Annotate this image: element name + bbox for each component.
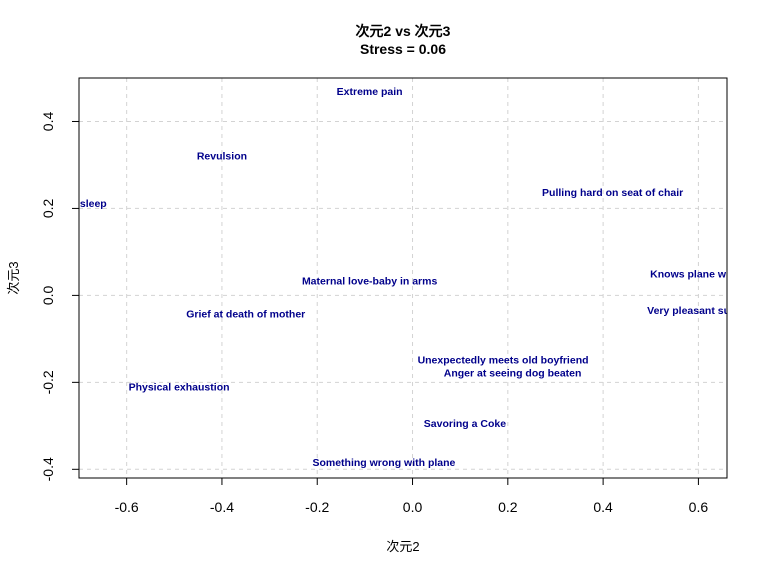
point-label: Savoring a Coke [424, 418, 506, 430]
x-tick-label: 0.6 [689, 499, 709, 515]
y-tick-label: -0.2 [40, 370, 56, 394]
x-tick-label: 0.4 [593, 499, 613, 515]
x-tick-label: -0.2 [305, 499, 329, 515]
y-tick-label: 0.0 [40, 285, 56, 305]
x-axis-label: 次元2 [386, 539, 419, 554]
grid [79, 78, 727, 478]
point-label: Physical exhaustion [129, 382, 230, 394]
point-label: Knows plane will crash [650, 269, 766, 281]
chart-title: 次元2 vs 次元3 [356, 23, 451, 39]
point-label: Light sleep [51, 198, 106, 210]
point-label: Extreme pain [337, 86, 403, 98]
x-axis: -0.6 -0.4 -0.2 0.0 0.2 0.4 0.6 [115, 477, 709, 515]
x-tick-label: 0.2 [498, 499, 518, 515]
point-label: Pulling hard on seat of chair [542, 187, 683, 199]
x-tick-label: 0.0 [403, 499, 423, 515]
point-label: Revulsion [197, 150, 247, 162]
point-labels: Extreme pain Revulsion Pulling hard on sea… [51, 86, 766, 469]
point-label: Something wrong with plane [312, 457, 455, 469]
point-label: Maternal love-baby in arms [302, 275, 438, 287]
y-axis: -0.4 -0.2 0.0 0.2 0.4 [40, 112, 80, 481]
x-tick-label: -0.4 [210, 499, 234, 515]
y-tick-label: 0.2 [40, 198, 56, 218]
point-label: Very pleasant surprise [647, 305, 759, 317]
y-tick-label: -0.4 [40, 457, 56, 481]
x-tick-label: -0.6 [115, 499, 139, 515]
point-label: Grief at death of mother [186, 309, 305, 321]
y-tick-label: 0.4 [40, 112, 56, 132]
point-label: Anger at seeing dog beaten [444, 368, 582, 380]
point-label: Unexpectedly meets old boyfriend [418, 355, 589, 367]
y-axis-label: 次元3 [6, 261, 21, 294]
chart-subtitle: Stress = 0.06 [360, 41, 446, 57]
